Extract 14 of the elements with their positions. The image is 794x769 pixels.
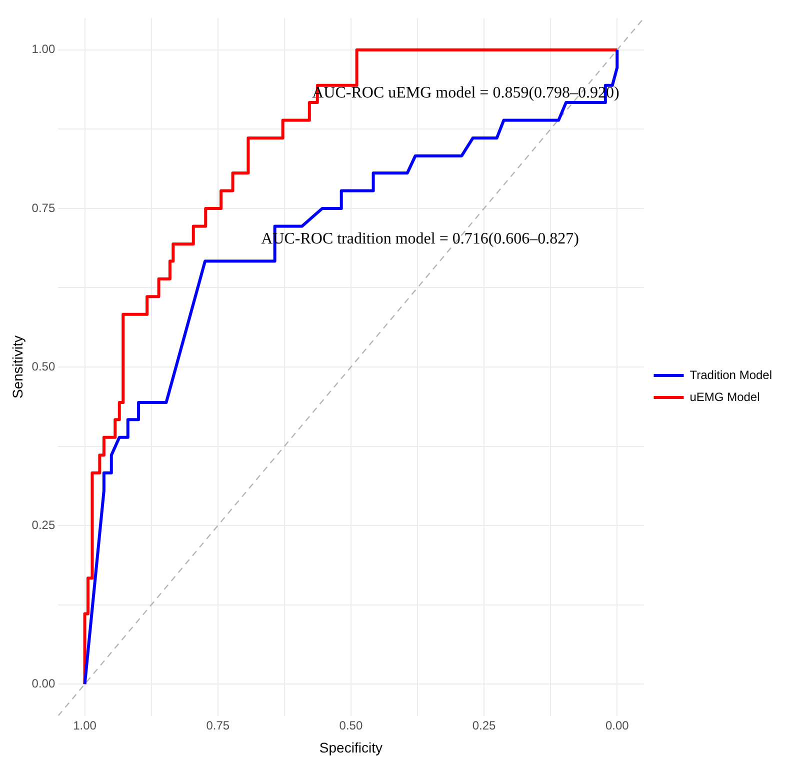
x-tick-label: 0.00 [605, 718, 630, 732]
x-tick-label: 0.75 [206, 718, 230, 732]
text: 1.00 [73, 718, 96, 732]
y-tick-label: 0.50 [32, 359, 56, 374]
x-tick-label: 0.50 [339, 718, 363, 732]
y-tick-label: 0.25 [32, 518, 56, 532]
x-tick-label: 0.25 [472, 718, 496, 732]
legend-label: uEMG Model [690, 390, 760, 404]
y-tick-label: 1.00 [32, 42, 56, 56]
x-axis-title: Specificity [319, 739, 382, 756]
y-tick-label: 0.75 [32, 200, 56, 215]
y-axis-title: Sensitivity [9, 335, 26, 399]
y-tick-label: 0.00 [32, 676, 56, 690]
legend-label: Tradition Model [690, 368, 772, 382]
